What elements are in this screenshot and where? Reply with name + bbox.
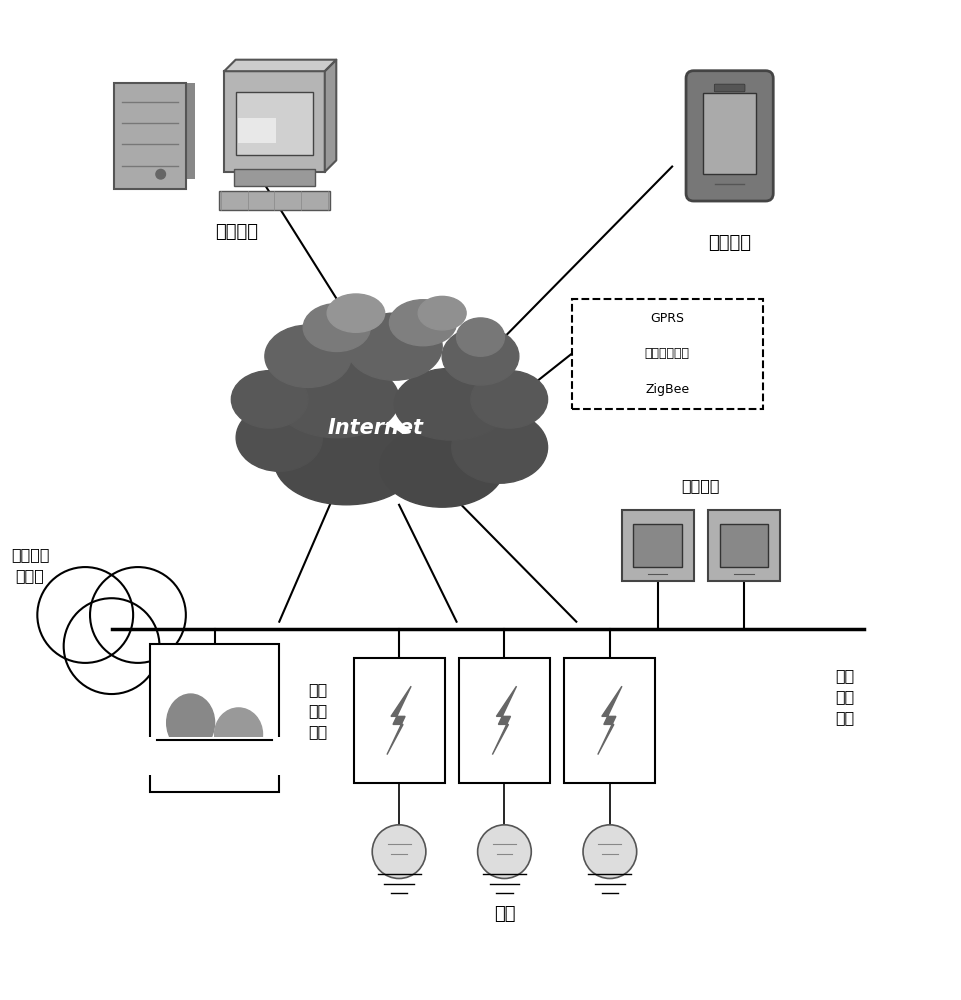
Ellipse shape bbox=[275, 361, 399, 438]
Circle shape bbox=[478, 825, 531, 878]
Ellipse shape bbox=[232, 371, 308, 428]
FancyBboxPatch shape bbox=[150, 644, 280, 792]
Ellipse shape bbox=[380, 426, 505, 507]
FancyBboxPatch shape bbox=[185, 83, 195, 179]
Ellipse shape bbox=[236, 404, 322, 471]
FancyBboxPatch shape bbox=[234, 169, 315, 186]
Text: 配电台区
变压器: 配电台区 变压器 bbox=[11, 547, 49, 583]
FancyBboxPatch shape bbox=[564, 658, 655, 783]
FancyBboxPatch shape bbox=[686, 71, 774, 201]
Polygon shape bbox=[325, 60, 336, 172]
Ellipse shape bbox=[471, 371, 548, 428]
FancyBboxPatch shape bbox=[114, 83, 185, 189]
Text: 智能云端: 智能云端 bbox=[708, 234, 752, 252]
FancyBboxPatch shape bbox=[572, 299, 763, 409]
FancyBboxPatch shape bbox=[622, 510, 694, 581]
FancyBboxPatch shape bbox=[148, 737, 282, 775]
Polygon shape bbox=[224, 60, 336, 71]
Ellipse shape bbox=[214, 708, 262, 761]
Text: 监控主站: 监控主站 bbox=[214, 223, 258, 241]
FancyBboxPatch shape bbox=[720, 524, 769, 567]
Text: Internet: Internet bbox=[327, 418, 423, 438]
Ellipse shape bbox=[275, 419, 418, 505]
Ellipse shape bbox=[346, 313, 442, 380]
FancyBboxPatch shape bbox=[714, 84, 745, 92]
Text: 用户: 用户 bbox=[494, 905, 515, 923]
Ellipse shape bbox=[265, 325, 351, 387]
FancyBboxPatch shape bbox=[224, 71, 325, 172]
Text: GPRS: GPRS bbox=[651, 312, 684, 325]
Ellipse shape bbox=[442, 328, 519, 385]
FancyBboxPatch shape bbox=[237, 118, 277, 143]
FancyBboxPatch shape bbox=[708, 510, 780, 581]
Ellipse shape bbox=[452, 411, 548, 483]
Ellipse shape bbox=[327, 294, 384, 332]
FancyBboxPatch shape bbox=[459, 658, 550, 783]
Text: 电力数据通信: 电力数据通信 bbox=[645, 347, 690, 360]
Text: ZigBee: ZigBee bbox=[645, 383, 689, 396]
Circle shape bbox=[156, 169, 165, 179]
Circle shape bbox=[372, 825, 426, 878]
Ellipse shape bbox=[394, 368, 509, 440]
Ellipse shape bbox=[418, 296, 466, 330]
FancyBboxPatch shape bbox=[354, 658, 445, 783]
FancyBboxPatch shape bbox=[219, 191, 330, 210]
Ellipse shape bbox=[304, 304, 370, 351]
Text: 动态
补偿
设备: 动态 补偿 设备 bbox=[308, 682, 328, 739]
FancyBboxPatch shape bbox=[633, 524, 682, 567]
Polygon shape bbox=[387, 686, 411, 755]
Polygon shape bbox=[598, 686, 622, 755]
Ellipse shape bbox=[456, 318, 505, 356]
Ellipse shape bbox=[166, 694, 214, 752]
Circle shape bbox=[583, 825, 637, 878]
Text: 智能件表: 智能件表 bbox=[681, 478, 720, 493]
Ellipse shape bbox=[389, 300, 456, 346]
Text: 智能
换相
设备: 智能 换相 设备 bbox=[835, 668, 854, 725]
Polygon shape bbox=[492, 686, 516, 755]
FancyBboxPatch shape bbox=[703, 93, 756, 174]
FancyBboxPatch shape bbox=[235, 92, 313, 155]
